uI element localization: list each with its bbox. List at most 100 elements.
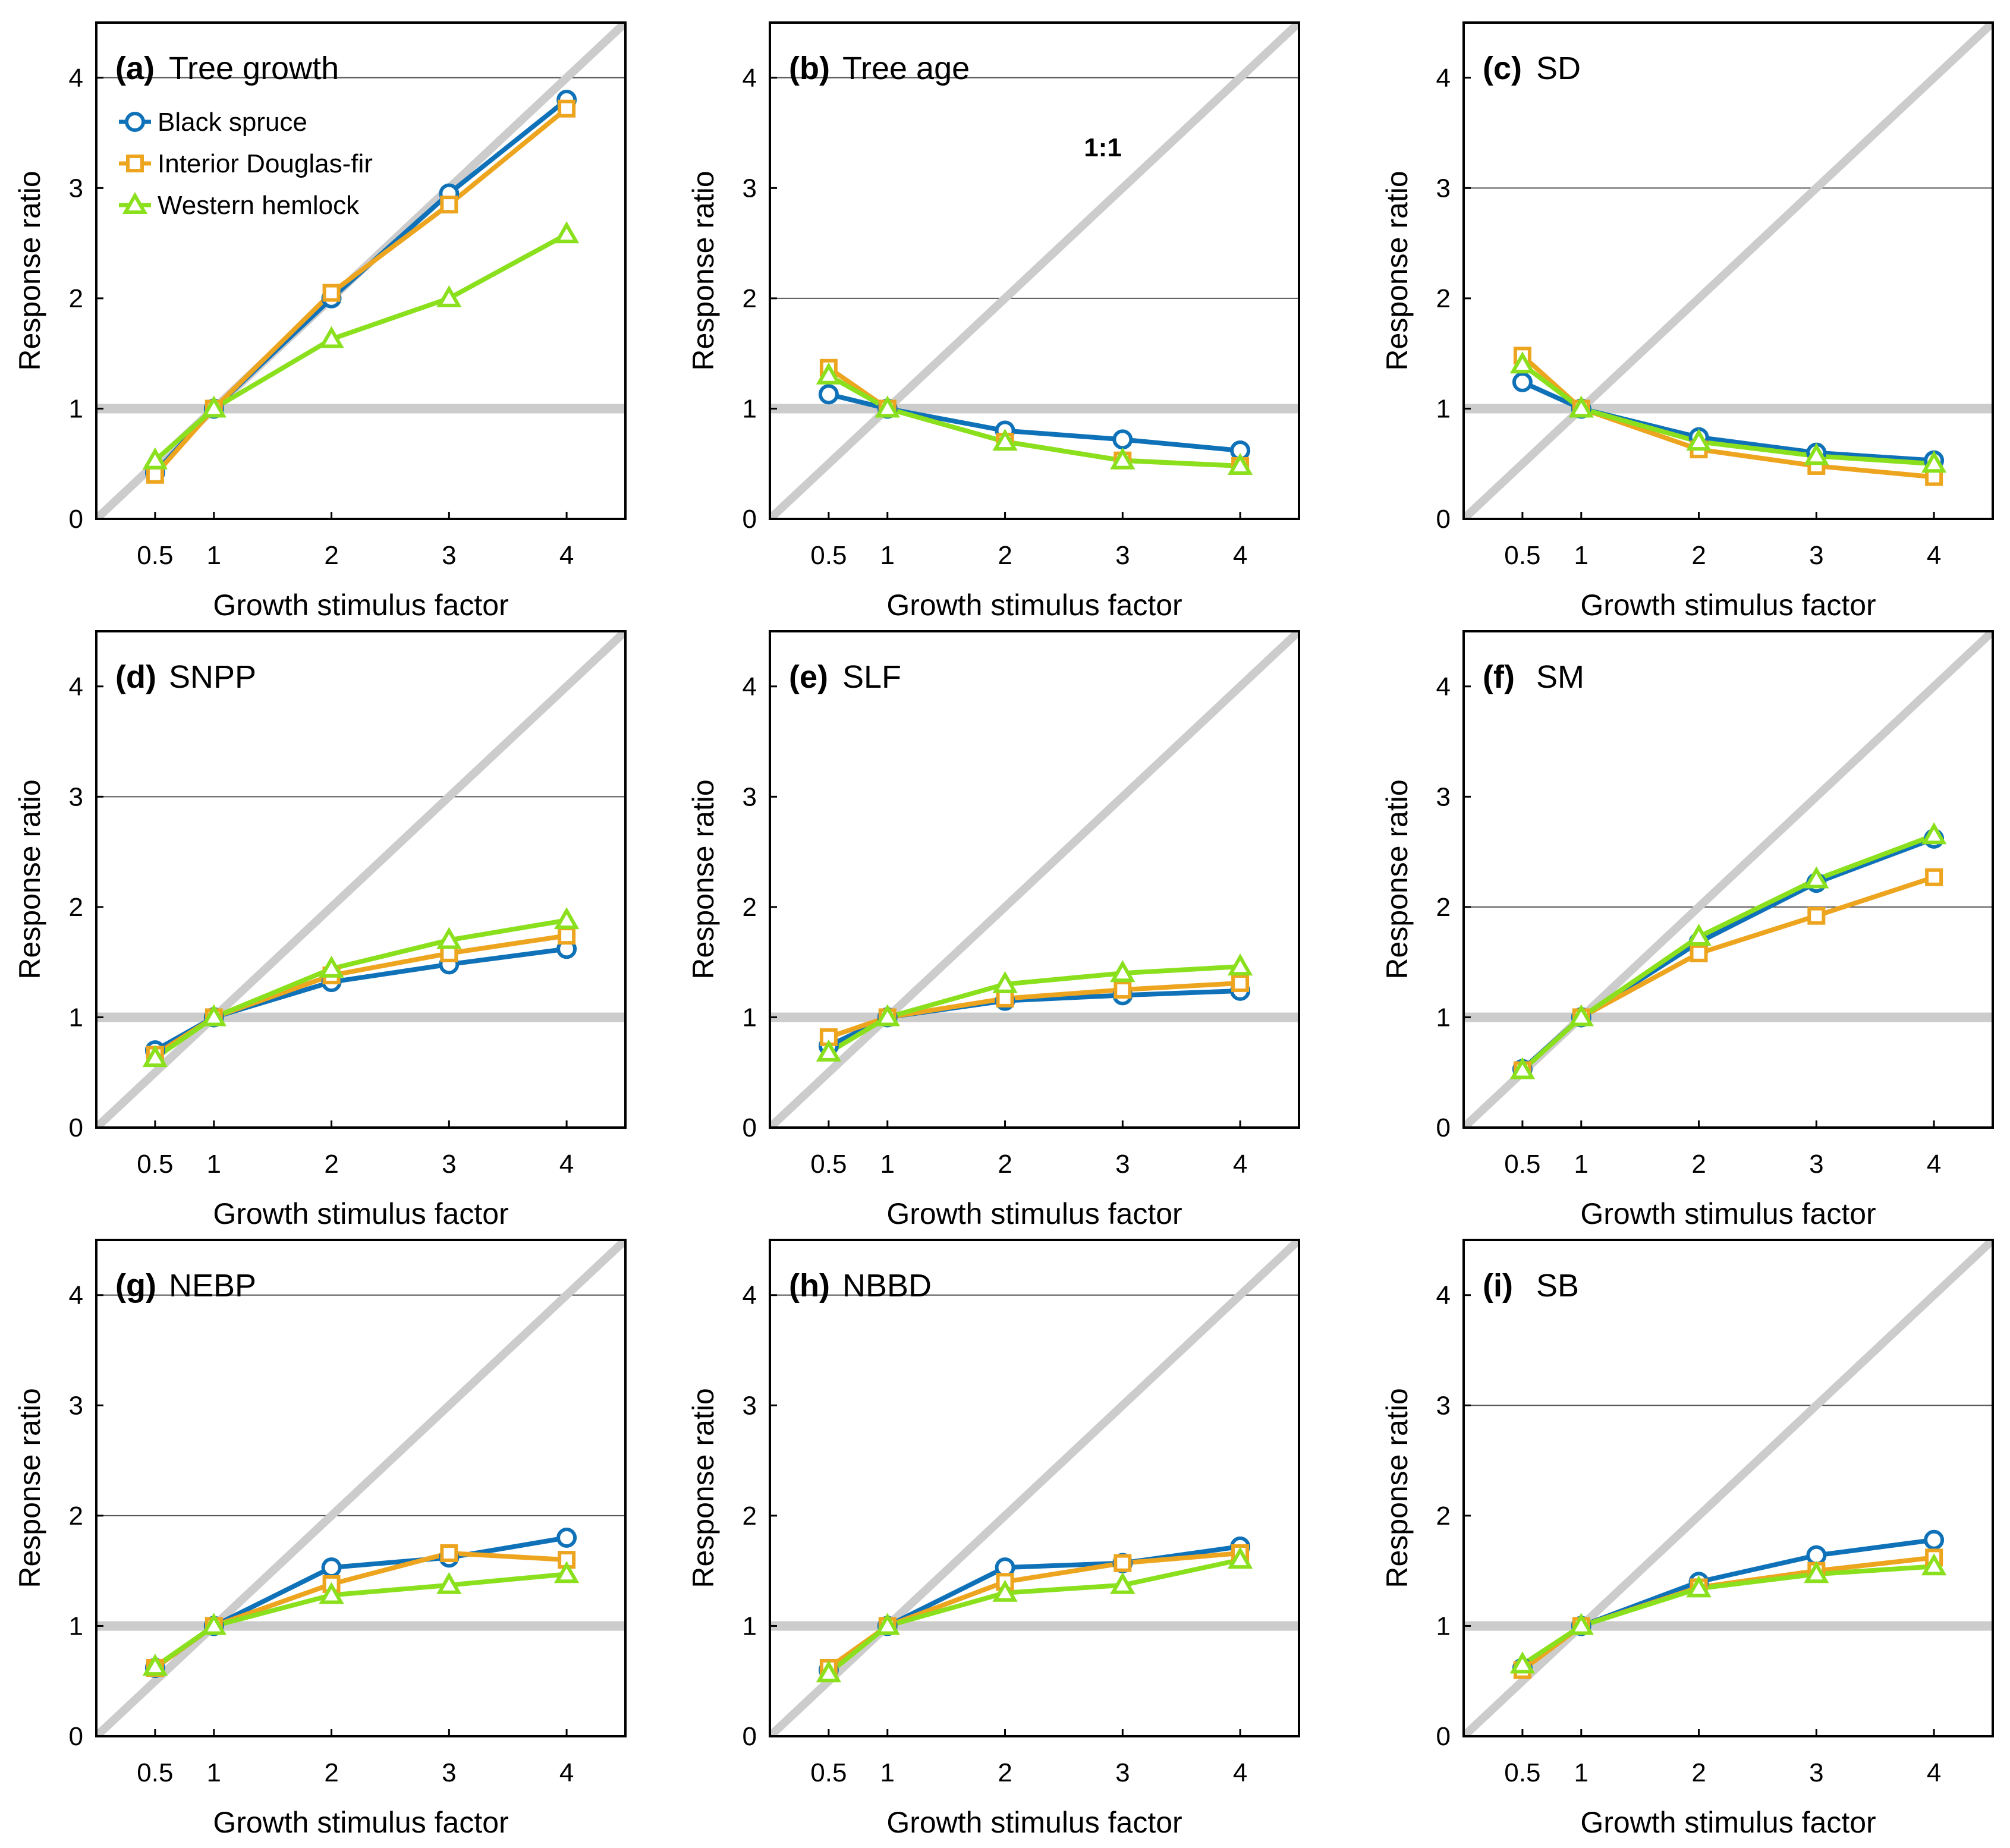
y-tick-label: 0 xyxy=(69,1722,83,1751)
data-point-interior-douglas-fir xyxy=(1690,944,1708,962)
data-point-western-hemlock xyxy=(1804,866,1829,889)
x-tick-label: 2 xyxy=(1691,1150,1706,1179)
x-axis-label: Growth stimulus factor xyxy=(886,1197,1182,1230)
x-axis-label: Growth stimulus factor xyxy=(1580,1197,1876,1230)
y-axis-label: Response ratio xyxy=(1380,779,1414,979)
panel-letter: (e) xyxy=(789,659,828,695)
data-point-interior-douglas-fir xyxy=(558,99,576,118)
one-to-one-line xyxy=(1464,23,1993,519)
y-tick-label: 4 xyxy=(69,1281,83,1310)
x-tick-label: 1 xyxy=(880,541,895,570)
panel-i: 0 1 2 3 4 0.5 1 2 3 4 Growth stimulus factor Respon… xyxy=(1380,1239,1994,1839)
series-line-interior-douglas-fir xyxy=(153,933,567,1057)
x-tick-label: 0.5 xyxy=(810,541,847,570)
x-tick-label: 3 xyxy=(1115,1758,1130,1787)
x-tick-label: 0.5 xyxy=(1504,541,1540,570)
one-to-one-annotation: 1:1 xyxy=(1084,133,1122,162)
data-point-black-spruce xyxy=(1112,429,1133,450)
y-tick-label: 0 xyxy=(69,505,83,534)
x-tick-label: 4 xyxy=(1927,541,1941,570)
panel-f: 0 1 2 3 4 0.5 1 2 3 4 Growth stimulus factor Respon… xyxy=(1380,630,1994,1230)
data-point-western-hemlock xyxy=(436,1572,462,1594)
x-tick-label: 0.5 xyxy=(1504,1758,1540,1787)
y-tick-label: 0 xyxy=(743,505,757,534)
y-tick-label: 2 xyxy=(743,284,757,313)
y-tick-label: 2 xyxy=(69,893,83,922)
legend-marker-circle xyxy=(125,112,145,132)
data-point-western-hemlock xyxy=(1921,1553,1947,1576)
y-tick-label: 3 xyxy=(1436,782,1451,811)
data-point-western-hemlock xyxy=(1686,923,1712,946)
x-tick-label: 4 xyxy=(1927,1150,1941,1179)
x-tick-label: 0.5 xyxy=(810,1758,847,1787)
y-axis-label: Response ratio xyxy=(1380,1388,1414,1588)
y-tick-label: 2 xyxy=(1436,284,1451,313)
panel-letter: (h) xyxy=(789,1268,830,1304)
x-tick-label: 4 xyxy=(559,1150,574,1179)
x-tick-label: 4 xyxy=(559,541,574,570)
x-tick-label: 3 xyxy=(1115,541,1130,570)
y-tick-label: 1 xyxy=(1436,1611,1451,1641)
y-tick-label: 1 xyxy=(69,1611,83,1641)
y-tick-label: 1 xyxy=(69,1003,83,1032)
x-tick-label: 2 xyxy=(998,1758,1012,1787)
series-line-western-hemlock xyxy=(1521,833,1935,1072)
y-tick-label: 0 xyxy=(1436,505,1451,534)
y-tick-label: 0 xyxy=(743,1722,757,1751)
data-point-black-spruce xyxy=(556,1528,577,1548)
x-tick-label: 2 xyxy=(1691,1758,1706,1787)
x-tick-label: 4 xyxy=(1233,1150,1247,1179)
one-to-one-line xyxy=(1464,1240,1993,1736)
x-axis-label: Growth stimulus factor xyxy=(213,1806,508,1839)
x-tick-label: 1 xyxy=(880,1758,895,1787)
data-point-western-hemlock xyxy=(1110,1572,1135,1594)
data-point-interior-douglas-fir xyxy=(440,196,458,214)
y-tick-label: 3 xyxy=(743,174,757,203)
data-point-interior-douglas-fir xyxy=(1807,906,1826,925)
x-tick-label: 1 xyxy=(880,1150,895,1179)
x-axis-label: Growth stimulus factor xyxy=(1580,1806,1876,1839)
y-tick-label: 1 xyxy=(743,394,757,423)
data-point-western-hemlock xyxy=(319,1582,344,1604)
series-line-black-spruce xyxy=(1521,380,1934,463)
x-tick-label: 3 xyxy=(442,1758,456,1787)
data-point-western-hemlock xyxy=(1509,1651,1536,1674)
x-tick-label: 1 xyxy=(207,541,221,570)
data-point-black-spruce xyxy=(1512,372,1533,392)
panel-title: SLF xyxy=(842,659,901,695)
panel-g: 0 1 2 3 4 0.5 1 2 3 4 Growth stimulus factor Respon… xyxy=(13,1239,627,1839)
series-line-black-spruce xyxy=(153,946,567,1053)
one-to-one-line xyxy=(770,1240,1299,1736)
y-tick-label: 2 xyxy=(743,1501,757,1531)
data-point-interior-douglas-fir xyxy=(146,465,164,484)
x-tick-label: 0.5 xyxy=(1504,1150,1540,1179)
x-tick-label: 1 xyxy=(1574,541,1589,570)
data-point-western-hemlock xyxy=(992,1579,1018,1602)
series-line-interior-douglas-fir xyxy=(827,1550,1241,1670)
axes-frame xyxy=(769,21,1300,520)
panel-d: 0 1 2 3 4 0.5 1 2 3 4 Growth stimulus factor Respon… xyxy=(13,630,627,1230)
x-tick-label: 1 xyxy=(1574,1150,1589,1179)
y-tick-label: 3 xyxy=(743,1391,757,1420)
y-tick-label: 1 xyxy=(1436,394,1451,423)
series-line-black-spruce xyxy=(1521,1537,1934,1670)
series-line-western-hemlock xyxy=(827,373,1241,468)
y-axis-label: Response ratio xyxy=(13,1388,46,1588)
panel-c: 0 1 2 3 4 0.5 1 2 3 4 Growth stimulus factor Respon… xyxy=(1380,21,1994,622)
panel-letter: (d) xyxy=(115,659,156,695)
data-point-western-hemlock xyxy=(142,447,168,470)
legend-label: Interior Douglas-fir xyxy=(158,149,373,178)
x-tick-label: 1 xyxy=(1574,1758,1589,1787)
panel-a: 0 1 2 3 4 0.5 1 2 3 4 Growth stimulus factor Respon… xyxy=(13,21,627,622)
y-tick-label: 3 xyxy=(743,782,757,811)
x-tick-label: 2 xyxy=(998,1150,1012,1179)
data-point-western-hemlock xyxy=(553,1561,580,1583)
panel-letter: (f) xyxy=(1483,659,1515,695)
axes-frame xyxy=(1462,630,1994,1129)
y-tick-label: 0 xyxy=(69,1113,83,1142)
axes-frame xyxy=(95,21,627,520)
y-tick-label: 1 xyxy=(743,1611,757,1641)
x-tick-label: 3 xyxy=(442,541,456,570)
x-tick-label: 2 xyxy=(324,541,338,570)
y-tick-label: 3 xyxy=(69,1391,83,1420)
